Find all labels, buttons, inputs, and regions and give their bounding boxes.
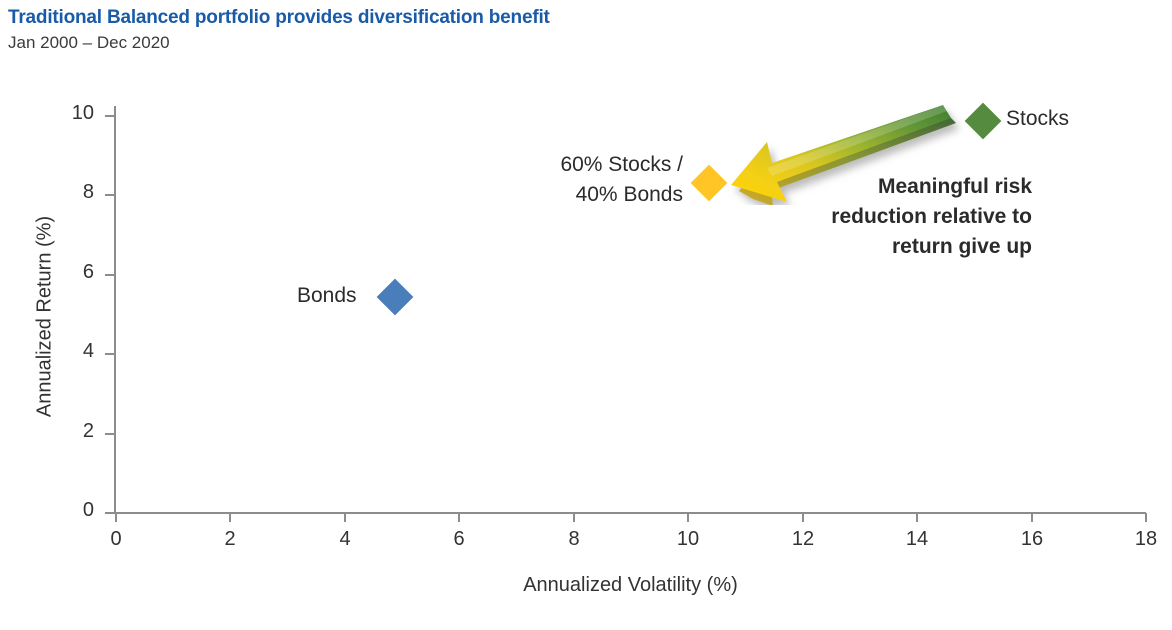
y-tick-8: [105, 194, 115, 196]
y-ticklabel-0: 0: [82, 499, 94, 521]
x-ticklabel-10: 10: [676, 528, 700, 550]
data-label-bonds: Bonds: [297, 284, 357, 307]
y-ticklabel-8: 8: [82, 181, 94, 203]
y-tick-2: [105, 433, 115, 435]
x-ticklabel-6: 6: [453, 528, 465, 550]
x-tick-10: [687, 513, 689, 522]
x-ticklabel-2: 2: [224, 528, 236, 550]
data-label-balanced-line2: 40% Bonds: [575, 183, 683, 206]
data-point-balanced-60-40[interactable]: [690, 164, 728, 202]
data-label-balanced-60-40: 60% Stocks / 40% Bonds: [463, 150, 683, 210]
chart-header: Traditional Balanced portfolio provides …: [8, 6, 1108, 54]
annotation-text: Meaningful risk reduction relative to re…: [770, 172, 1032, 262]
x-tick-16: [1031, 513, 1033, 522]
x-ticklabel-8: 8: [568, 528, 580, 550]
y-tick-6: [105, 274, 115, 276]
x-ticklabel-16: 16: [1020, 528, 1044, 550]
data-label-balanced-line1: 60% Stocks /: [560, 153, 683, 176]
y-axis-line: [114, 106, 116, 514]
x-ticklabel-0: 0: [110, 528, 122, 550]
annotation-line-2: reduction relative to: [831, 205, 1032, 228]
data-label-stocks: Stocks: [1006, 107, 1070, 130]
chart-title: Traditional Balanced portfolio provides …: [8, 7, 550, 28]
x-tick-8: [573, 513, 575, 522]
data-point-stocks[interactable]: [964, 102, 1002, 140]
annotation-line-3: return give up: [891, 235, 1032, 258]
data-point-bonds[interactable]: [376, 278, 414, 316]
x-tick-4: [344, 513, 346, 522]
x-ticklabel-18: 18: [1134, 528, 1158, 550]
y-ticklabel-10: 10: [71, 102, 94, 124]
y-ticklabel-2: 2: [82, 420, 94, 442]
y-ticklabel-6: 6: [82, 261, 94, 283]
x-axis-line: [115, 512, 1146, 514]
x-axis-label: Annualized Volatility (%): [523, 574, 738, 596]
y-ticklabel-4: 4: [82, 340, 94, 362]
x-tick-6: [458, 513, 460, 522]
y-tick-10: [105, 115, 115, 117]
x-ticklabel-14: 14: [905, 528, 929, 550]
annotation-line-1: Meaningful risk: [877, 175, 1032, 198]
chart-subtitle: Jan 2000 – Dec 2020: [8, 33, 170, 52]
y-tick-4: [105, 353, 115, 355]
y-tick-0: [105, 512, 115, 514]
x-tick-0: [115, 513, 117, 522]
x-tick-12: [802, 513, 804, 522]
x-tick-18: [1145, 513, 1147, 522]
x-tick-14: [916, 513, 918, 522]
x-ticklabel-4: 4: [339, 528, 351, 550]
x-tick-2: [229, 513, 231, 522]
x-ticklabel-12: 12: [791, 528, 815, 550]
y-axis-label: Annualized Return (%): [33, 215, 56, 418]
